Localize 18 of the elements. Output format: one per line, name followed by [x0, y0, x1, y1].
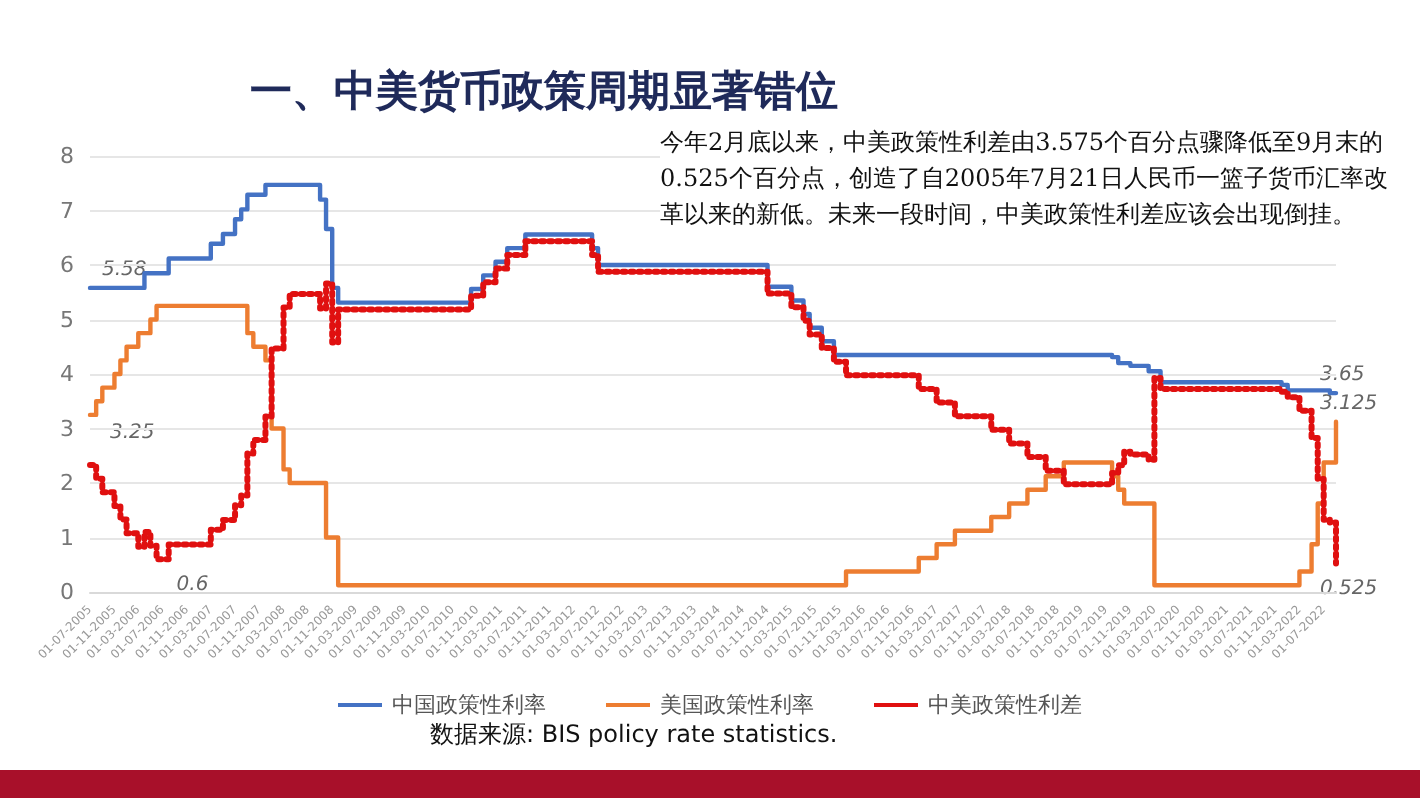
y-tick-label: 0: [60, 579, 74, 605]
legend-label: 中美政策性利差: [928, 692, 1082, 718]
y-tick-label: 5: [60, 306, 74, 333]
y-tick-label: 1: [60, 524, 74, 551]
annotation: 3.125: [1320, 392, 1378, 415]
chart-title: 一、中美货币政策周期显著错位: [250, 67, 838, 115]
y-tick-label: 3: [60, 415, 74, 442]
legend-label: 美国政策性利率: [660, 692, 814, 718]
annotation: 今年2月底以来，中美政策性利差由3.575个百分点骤降低至9月末的0.525个百分点，创造了自2005年7月21日人民币一篮子货币汇率改革以来的新低。未来一段时间，中美政策性利差应该会出现倒挂。: [660, 128, 1388, 228]
y-tick-label: 8: [60, 143, 74, 169]
y-tick-label: 2: [60, 470, 74, 496]
annotation: 0.6: [176, 574, 209, 597]
legend-label: 中国政策性利率: [392, 692, 546, 718]
y-tick-label: 4: [60, 361, 74, 387]
y-tick-label: 7: [60, 197, 74, 224]
y-tick-label: 6: [60, 252, 74, 278]
source-note: 数据来源: BIS policy rate statistics.: [430, 720, 838, 748]
annotation: 3.65: [1320, 364, 1365, 387]
